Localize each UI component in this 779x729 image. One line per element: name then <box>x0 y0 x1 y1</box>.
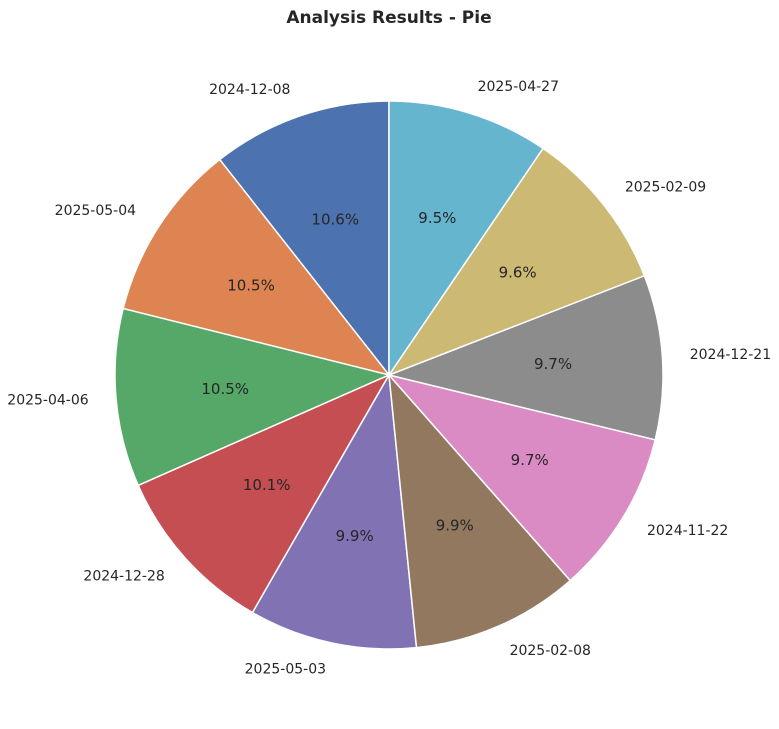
pie-slice-2025-05-04 <box>122 158 390 376</box>
category-label: 2025-04-06 <box>7 393 88 409</box>
category-labels: 2024-12-08 2025-05-04 2025-04-06 2024-12-28… <box>7 79 771 678</box>
percent-label: 10.1% <box>243 476 291 494</box>
category-label: 2025-02-09 <box>625 179 706 195</box>
percent-label: 10.5% <box>201 380 249 398</box>
percent-label: 9.5% <box>418 209 456 227</box>
percent-label: 9.6% <box>499 264 537 282</box>
percent-labels: 10.6% 10.5% 10.5% 10.1% 9.9% 9.9% 9.7% 9.7% 9.6%… <box>201 209 572 545</box>
chart-title: Analysis Results - Pie <box>286 8 491 28</box>
category-label: 2025-05-03 <box>245 662 326 678</box>
pie-slice-2024-12-21 <box>388 274 664 441</box>
percent-label: 9.7% <box>511 451 549 469</box>
pie-slice-2025-04-27 <box>388 100 544 376</box>
pie-slice-2024-12-08 <box>218 100 390 376</box>
category-label: 2024-12-28 <box>83 568 164 584</box>
pie-slice-2024-11-22 <box>388 374 656 582</box>
pie-slice-2025-05-03 <box>251 374 418 650</box>
category-label: 2025-02-08 <box>510 643 591 659</box>
percent-label: 9.9% <box>436 517 474 535</box>
category-label: 2025-04-27 <box>478 79 559 95</box>
pie-slices <box>114 100 664 650</box>
pie-slice-2025-04-06 <box>114 307 390 487</box>
pie-slice-2024-12-28 <box>137 374 390 614</box>
percent-label: 9.9% <box>336 527 374 545</box>
percent-label: 10.6% <box>311 211 359 229</box>
category-label: 2025-05-04 <box>55 203 136 219</box>
pie-slice-2025-02-09 <box>388 147 646 376</box>
category-label: 2024-11-22 <box>647 523 728 539</box>
category-label: 2024-12-21 <box>690 347 771 363</box>
percent-label: 9.7% <box>534 355 572 373</box>
category-label: 2024-12-08 <box>209 82 290 98</box>
percent-label: 10.5% <box>227 277 275 295</box>
pie-slice-2025-02-08 <box>388 374 571 649</box>
